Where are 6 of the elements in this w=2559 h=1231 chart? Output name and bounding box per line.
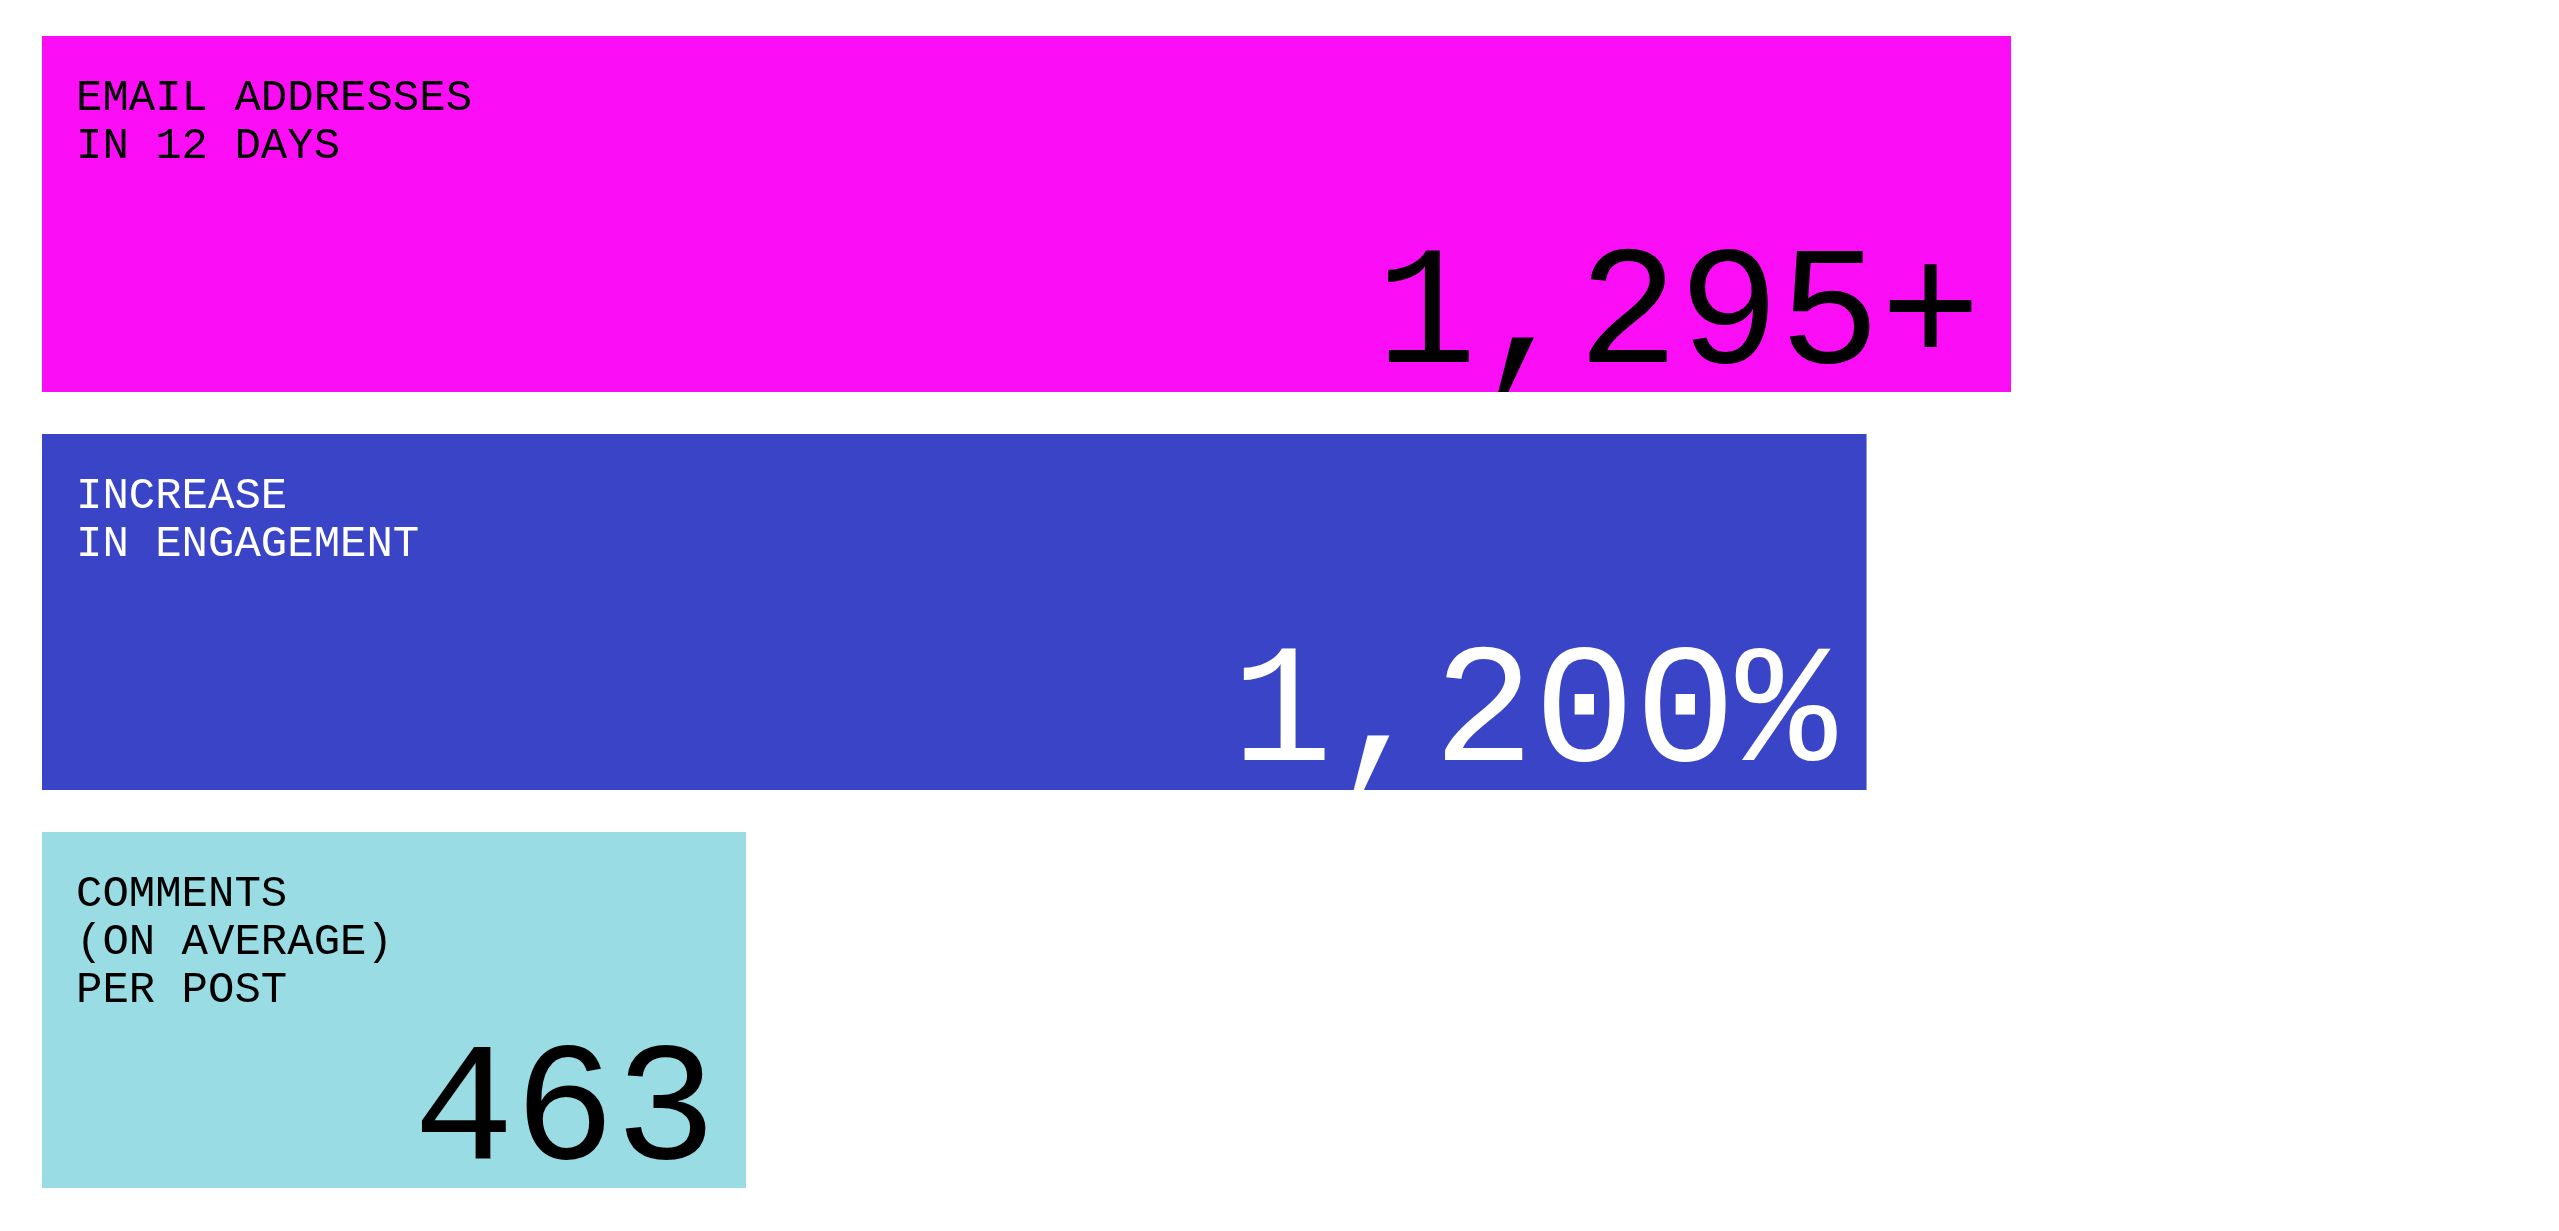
data-label: 463	[413, 1018, 716, 1208]
y-tick-label: INCREASE IN ENGAGEMENT	[76, 471, 420, 569]
data-label: 1,295+	[1376, 222, 1981, 412]
data-label: 1,200%	[1231, 620, 1837, 810]
y-tick-label: EMAIL ADDRESSES IN 12 DAYS	[76, 73, 473, 171]
y-tick-label: COMMENTS (ON AVERAGE) PER POST	[76, 869, 393, 1015]
